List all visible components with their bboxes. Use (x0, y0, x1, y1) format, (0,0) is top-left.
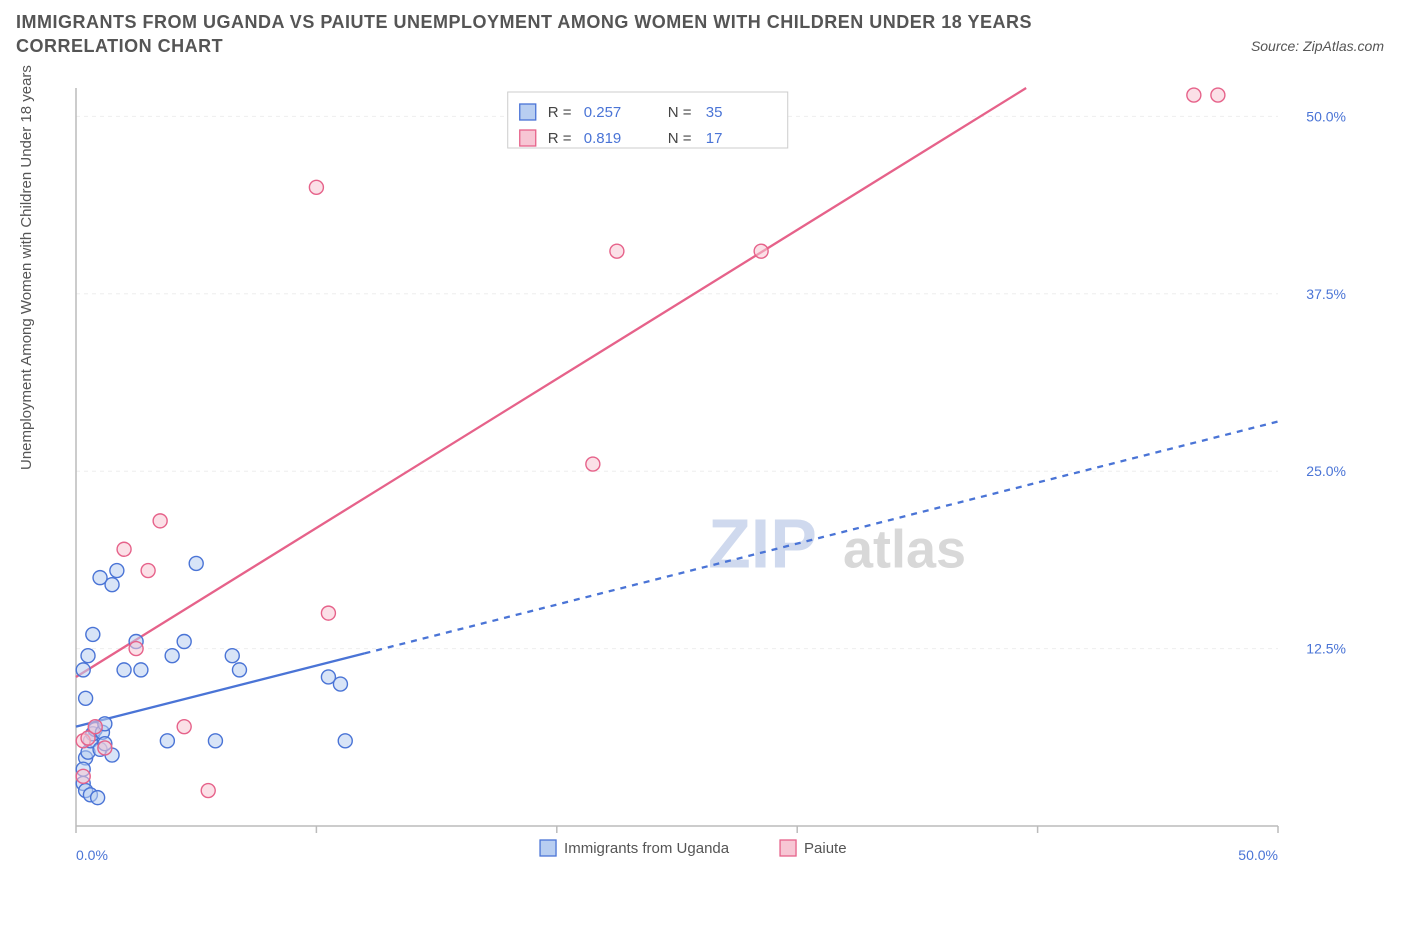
svg-text:R =: R = (548, 104, 572, 121)
svg-text:17: 17 (706, 130, 723, 147)
svg-text:Immigrants from Uganda: Immigrants from Uganda (564, 840, 730, 857)
svg-text:N =: N = (668, 104, 692, 121)
svg-text:50.0%: 50.0% (1306, 108, 1346, 124)
scatter-plot-svg: 0.0%50.0%12.5%25.0%37.5%50.0%ZIPatlasR =… (62, 84, 1354, 864)
y-axis-label: Unemployment Among Women with Children U… (18, 65, 35, 470)
svg-text:N =: N = (668, 130, 692, 147)
svg-text:R =: R = (548, 130, 572, 147)
chart-container: IMMIGRANTS FROM UGANDA VS PAIUTE UNEMPLO… (0, 0, 1406, 930)
svg-text:25.0%: 25.0% (1306, 463, 1346, 479)
svg-text:0.819: 0.819 (584, 130, 622, 147)
svg-text:atlas: atlas (843, 520, 966, 580)
svg-text:0.0%: 0.0% (76, 847, 108, 863)
plot-area: 0.0%50.0%12.5%25.0%37.5%50.0%ZIPatlasR =… (62, 84, 1354, 864)
source-label: Source: ZipAtlas.com (1251, 38, 1384, 54)
svg-text:37.5%: 37.5% (1306, 286, 1346, 302)
svg-text:35: 35 (706, 104, 723, 121)
svg-text:50.0%: 50.0% (1238, 847, 1278, 863)
svg-text:12.5%: 12.5% (1306, 641, 1346, 657)
chart-title: IMMIGRANTS FROM UGANDA VS PAIUTE UNEMPLO… (16, 10, 1116, 59)
svg-text:0.257: 0.257 (584, 104, 622, 121)
svg-text:Paiute: Paiute (804, 840, 847, 857)
